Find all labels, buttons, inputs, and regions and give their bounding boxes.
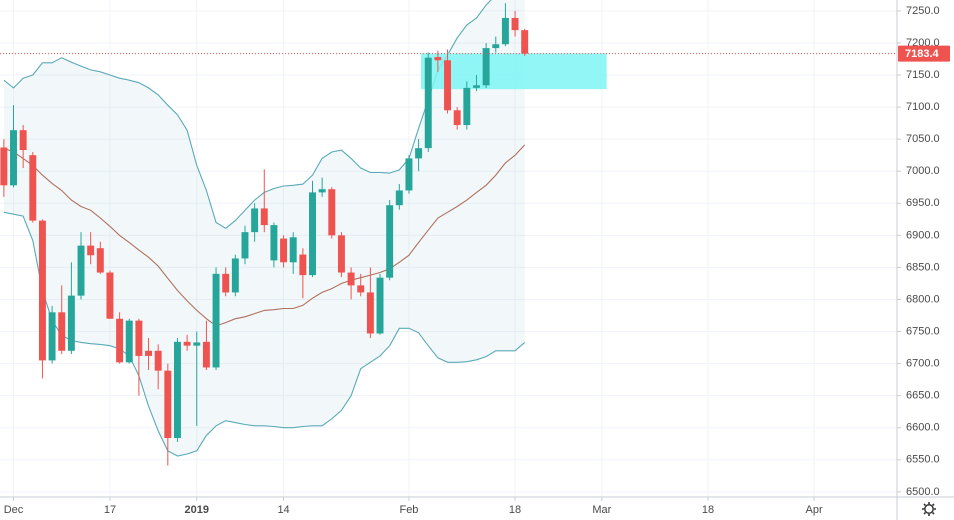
candle-body: [260, 208, 268, 226]
candle-body: [0, 147, 8, 186]
candle-body: [280, 238, 288, 263]
y-tick-label: 7250.0: [906, 5, 940, 17]
candle-body: [318, 189, 326, 193]
candle-body: [405, 158, 413, 191]
candle-body: [29, 155, 37, 221]
candle-body: [19, 130, 27, 151]
y-tick-label: 6950.0: [906, 197, 940, 209]
candle-body: [87, 245, 95, 256]
candle-body: [376, 277, 384, 334]
candle-body: [183, 341, 191, 346]
y-tick-label: 6500.0: [906, 486, 940, 498]
candle-body: [222, 273, 230, 293]
candle-body: [395, 190, 403, 206]
y-tick-label: 6750.0: [906, 325, 940, 337]
candle-body: [501, 17, 509, 45]
candle-body: [482, 48, 490, 86]
candle-body: [434, 57, 442, 61]
candle-body: [511, 17, 519, 31]
plot-area: [0, 0, 897, 466]
candle-body: [251, 208, 259, 233]
y-tick-label: 6850.0: [906, 261, 940, 273]
candle-body: [135, 320, 143, 356]
candle-body: [347, 272, 355, 286]
candle-body: [212, 273, 220, 368]
candle-body: [492, 44, 500, 49]
middle-band-line: [3, 144, 526, 327]
candle-body: [164, 370, 172, 439]
y-tick-label: 7050.0: [906, 133, 940, 145]
last-price-tag: [898, 45, 950, 62]
gear-ring: [924, 504, 934, 514]
y-tick-label: 6550.0: [906, 454, 940, 466]
x-tick-label: 17: [104, 504, 116, 516]
x-tick-label: Mar: [592, 504, 611, 516]
y-tick-label: 7150.0: [906, 69, 940, 81]
candle-body: [357, 285, 365, 293]
y-tick-label: 6700.0: [906, 358, 940, 370]
candle-body: [444, 60, 452, 111]
candle-body: [289, 237, 297, 263]
candle-body: [38, 220, 46, 361]
axes: 6500.0 6550.0 6600.0 6650.0 6700.0 6750.0 6800…: [4, 5, 950, 516]
candle-body: [96, 248, 104, 273]
candle-body: [202, 341, 210, 368]
lower-band-line: [3, 211, 526, 457]
y-tick-label: 6650.0: [906, 390, 940, 402]
candle-body: [241, 232, 249, 259]
candle-body: [328, 189, 336, 236]
y-tick-label: 6900.0: [906, 229, 940, 241]
candle-body: [48, 312, 56, 361]
candle-body: [67, 295, 75, 351]
gear-teeth: [922, 502, 936, 516]
settings-icon[interactable]: [922, 502, 936, 516]
candle-body: [145, 350, 153, 356]
candle-body: [106, 272, 114, 319]
candle-body: [299, 254, 307, 276]
candle-body: [116, 318, 124, 363]
candle-body: [270, 225, 278, 261]
y-tick-label: 6800.0: [906, 293, 940, 305]
x-tick-label: Apr: [805, 504, 822, 516]
last-price-label: 7183.4: [905, 48, 940, 60]
y-tick-label: 6600.0: [906, 422, 940, 434]
candle-body: [415, 148, 423, 159]
candle-body: [154, 350, 162, 371]
candle-body: [193, 342, 201, 346]
y-tick-label: 7100.0: [906, 101, 940, 113]
candle-body: [386, 205, 394, 278]
candle-body: [453, 110, 461, 126]
candle-body: [309, 192, 316, 276]
candle-body: [472, 85, 480, 88]
candle-body: [58, 312, 66, 351]
candle-body: [77, 245, 85, 296]
candle-body: [231, 258, 239, 293]
candle-body: [10, 130, 17, 186]
candle-body: [366, 292, 374, 334]
y-tick-label: 7000.0: [906, 165, 940, 177]
candle-body: [463, 87, 471, 126]
x-tick-label: 14: [277, 504, 289, 516]
x-tick-label: Dec: [4, 504, 24, 516]
x-tick-label: 18: [702, 504, 714, 516]
x-tick-label: 18: [509, 504, 521, 516]
candle-body: [424, 57, 432, 149]
x-tick-label: 2019: [185, 504, 209, 516]
candle-body: [521, 30, 529, 54]
candle-body: [337, 235, 345, 273]
candle-body: [173, 341, 181, 439]
candle-body: [125, 320, 133, 363]
highlight-box: [421, 53, 607, 90]
x-tick-label: Feb: [399, 504, 418, 516]
grid: [0, 0, 897, 497]
